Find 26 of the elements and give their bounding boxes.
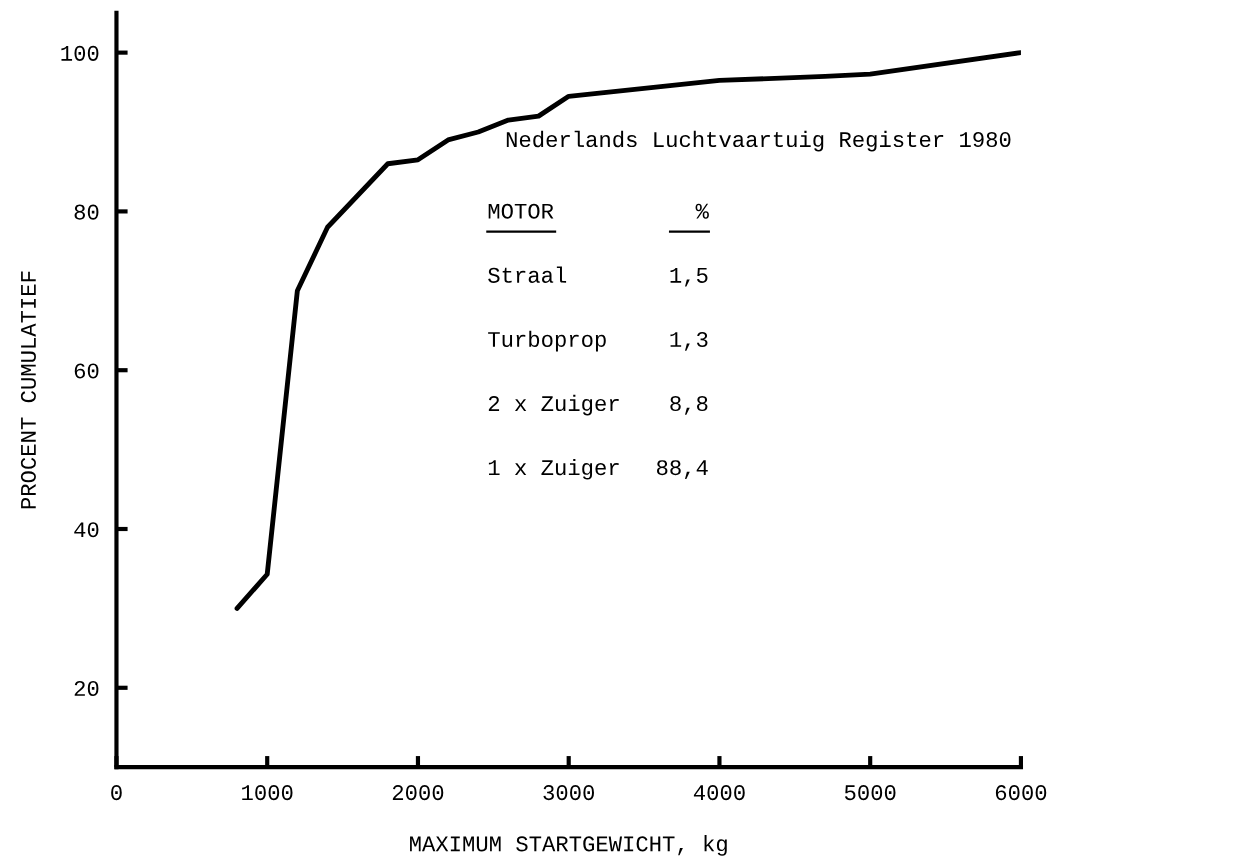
annotation: Nederlands Luchtvaartuig Register 1980 — [506, 130, 1011, 152]
x-tick-label: 0 — [111, 785, 122, 801]
annotation: 1 x Zuiger — [488, 458, 619, 480]
y-tick-label: 40 — [74, 522, 99, 538]
annotation: 88,4 — [656, 460, 708, 479]
x-tick-label: 2000 — [392, 785, 444, 801]
annotation: 2 x Zuiger — [488, 394, 619, 416]
annotation: 1,3 — [670, 331, 708, 351]
annotation: 1,5 — [670, 268, 708, 287]
x-axis-title: MAXIMUM STARTGEWICHT, kg — [410, 835, 727, 856]
y-axis-title: PROCENT CUMULATIEF — [20, 271, 36, 509]
x-tick-label: 5000 — [844, 785, 896, 801]
annotation: 8,8 — [670, 396, 708, 415]
annotation: % — [695, 203, 709, 219]
x-tick-label: 1000 — [242, 785, 293, 801]
y-tick-label: 60 — [74, 363, 99, 379]
x-tick-label: 4000 — [693, 785, 745, 801]
y-tick-label: 80 — [74, 204, 99, 220]
x-tick-label: 3000 — [543, 785, 594, 801]
line-series — [234, 50, 1021, 611]
annotation: MOTOR — [488, 203, 554, 219]
x-tick-label: 6000 — [995, 785, 1047, 801]
y-tick-label: 100 — [61, 45, 99, 61]
annotation: Turboprop — [488, 330, 606, 352]
y-tick-label: 20 — [74, 680, 99, 697]
annotation: Straal — [488, 266, 567, 283]
